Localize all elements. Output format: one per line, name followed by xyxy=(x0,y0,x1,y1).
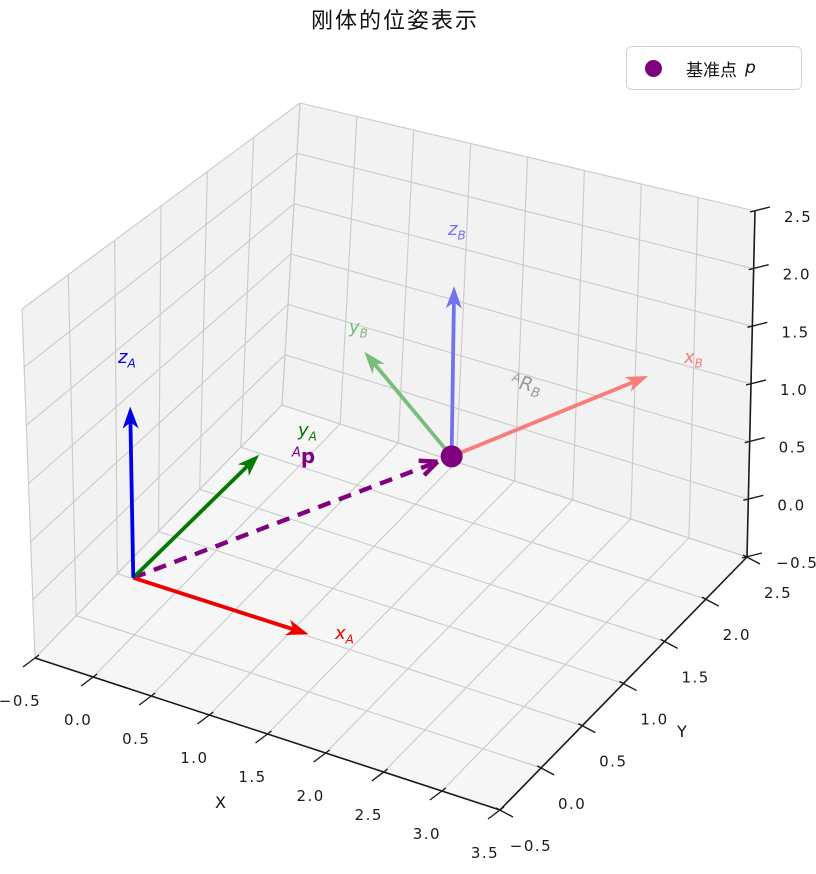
position-vector-label: Ap xyxy=(292,446,315,466)
frame-a-y-label-sub: A xyxy=(308,429,317,444)
frame-b-y-label-sub: B xyxy=(359,326,368,341)
grid-lines xyxy=(21,102,756,811)
frame-b-y-label-base: y xyxy=(349,317,360,338)
legend-label: 基准点 xyxy=(686,60,737,81)
frame-a-y-axis-label: yA xyxy=(298,422,317,443)
tick-label: 1.5 xyxy=(781,323,809,341)
left-pane xyxy=(22,103,300,658)
frame-b-x-label-base: x xyxy=(684,347,695,368)
frame-b-x-label-sub: B xyxy=(694,356,703,371)
legend: 基准点 p xyxy=(626,46,802,90)
tick-label: 0.0 xyxy=(777,496,805,514)
tick-label: 2.0 xyxy=(296,787,324,805)
legend-marker-icon xyxy=(645,59,662,77)
tick-label: −0.5 xyxy=(0,692,41,710)
tick-label: 1.0 xyxy=(180,749,208,767)
tick-label: 2.0 xyxy=(723,626,751,644)
frame-a-z-axis-label: zA xyxy=(118,349,136,370)
tick-label: 3.5 xyxy=(471,844,499,862)
tick-label: 1.5 xyxy=(238,768,266,786)
tick-label: 0.5 xyxy=(779,439,807,457)
frame-b-z-label-sub: B xyxy=(457,228,466,243)
frame-b-z-label-base: z xyxy=(448,219,458,240)
tick-label: −0.5 xyxy=(776,554,816,572)
x-axis-label: X xyxy=(215,793,226,812)
chart-title: 刚体的位姿表示 xyxy=(310,9,479,34)
tick-label: 2.0 xyxy=(783,266,811,284)
frame-b-y-axis-label: yB xyxy=(349,319,368,340)
tick-label: 0.5 xyxy=(599,753,627,771)
tick-label: 1.0 xyxy=(640,711,668,729)
frame-a-x-label-base: x xyxy=(335,623,346,644)
tick-label: 1.5 xyxy=(681,668,709,686)
tick-label: 3.0 xyxy=(413,825,441,843)
frame-b-z-axis-label: zB xyxy=(448,221,466,242)
frame-b-x-axis-label: xB xyxy=(684,349,703,370)
reference-point xyxy=(440,445,463,468)
tick-label: −0.5 xyxy=(510,837,552,855)
frame-a-x-label-sub: A xyxy=(345,632,354,647)
position-vector-base: p xyxy=(300,444,316,468)
tick-label: 2.5 xyxy=(764,584,792,602)
tick-label: 1.0 xyxy=(780,381,808,399)
position-vector-arrow xyxy=(132,458,440,580)
frame-b-arrows xyxy=(364,286,648,459)
reference-point-marker xyxy=(440,445,463,468)
tick-label: 2.5 xyxy=(784,208,812,226)
position-vector-sup: A xyxy=(292,445,301,461)
tick-label: 0.0 xyxy=(64,711,92,729)
tick-label: 2.5 xyxy=(355,806,383,824)
frame-a-x-axis-label: xA xyxy=(335,625,354,646)
tick-label: 0.5 xyxy=(122,730,150,748)
frame-a-z-label-base: z xyxy=(118,347,128,368)
frame-a-z-label-sub: A xyxy=(127,356,136,371)
frame-a-y-label-base: y xyxy=(298,420,309,441)
legend-symbol: p xyxy=(745,58,756,78)
y-axis-label: Y xyxy=(677,722,687,741)
tick-marks xyxy=(22,206,771,820)
tick-labels: −0.5 0.0 0.5 1.0 1.5 2.0 2.5 3.0 3.5 −0.5 0.0 0.5 1.… xyxy=(0,208,816,862)
tick-label: 0.0 xyxy=(558,795,586,813)
frame-a-arrows xyxy=(122,406,309,635)
